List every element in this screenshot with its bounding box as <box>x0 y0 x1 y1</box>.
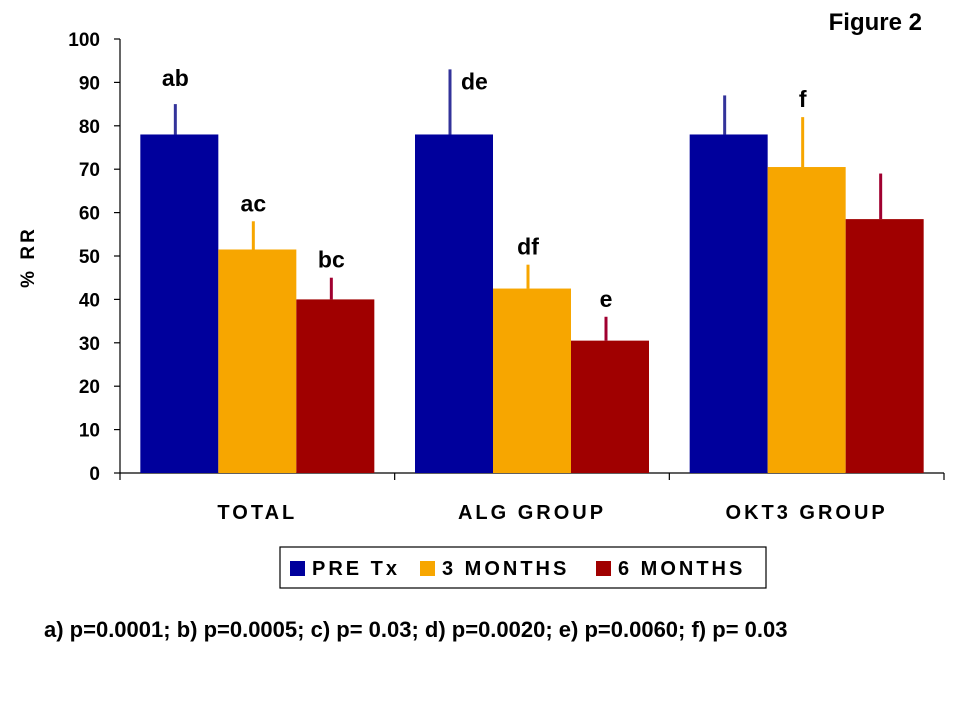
bar <box>689 134 768 474</box>
figure-title: Figure 2 <box>829 9 922 36</box>
significance-labels: ab de ac df f bc e <box>162 65 807 312</box>
y-tick-label: 70 <box>79 160 100 181</box>
bars-group <box>140 134 924 474</box>
x-category-label: TOTAL <box>217 502 297 524</box>
y-tick-label: 10 <box>79 421 100 442</box>
bar <box>493 288 571 473</box>
legend: PRE Tx 3 MONTHS 6 MONTHS <box>279 546 767 589</box>
y-tick-label: 90 <box>79 73 100 94</box>
bar <box>767 167 846 473</box>
y-tick-label: 30 <box>79 334 100 355</box>
y-tick-label: 60 <box>79 204 100 225</box>
legend-swatch <box>596 561 611 576</box>
significance-label: e <box>600 286 613 312</box>
y-tick-label: 0 <box>89 464 100 485</box>
significance-label: ac <box>241 190 267 216</box>
y-tick-label: 50 <box>79 247 100 268</box>
significance-label: f <box>799 86 807 112</box>
bar <box>140 134 219 474</box>
x-category-label: OKT3 GROUP <box>726 502 888 524</box>
y-axis-title: % RR <box>18 226 39 288</box>
bar <box>296 299 375 473</box>
y-tick-label: 100 <box>68 30 100 51</box>
legend-swatch <box>420 561 435 576</box>
legend-label: PRE Tx <box>312 558 400 580</box>
y-tick-label: 80 <box>79 117 100 138</box>
significance-label: de <box>461 68 488 94</box>
legend-label: 3 MONTHS <box>442 558 569 580</box>
significance-label: df <box>517 234 539 260</box>
significance-label: bc <box>318 247 345 273</box>
legend-label: 6 MONTHS <box>618 558 745 580</box>
p-value-footnote: a) p=0.0001; b) p=0.0005; c) p= 0.03; d)… <box>44 617 788 642</box>
y-tick-label: 40 <box>79 290 100 311</box>
bar <box>415 134 493 474</box>
bar <box>571 340 649 473</box>
error-bars-group <box>173 69 883 341</box>
significance-label: ab <box>162 65 189 91</box>
legend-box <box>279 546 767 589</box>
y-tick-label: 20 <box>79 377 100 398</box>
bar <box>218 249 297 473</box>
legend-swatch <box>290 561 305 576</box>
bar <box>845 219 924 473</box>
x-category-label: ALG GROUP <box>458 502 606 524</box>
